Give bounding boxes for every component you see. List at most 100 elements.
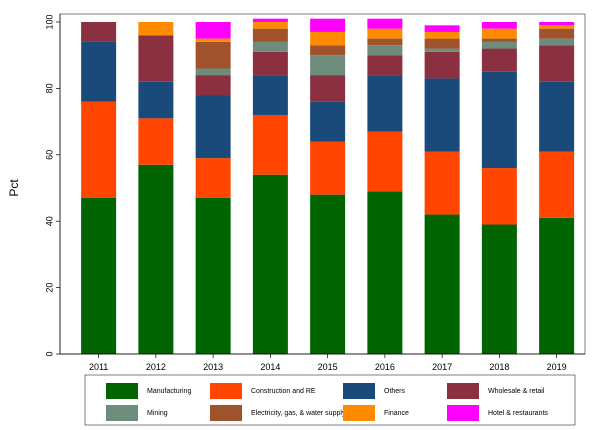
bar-segment [424,38,460,49]
legend-label: Hotel & restaurants [488,410,548,417]
bar-segment [367,75,403,132]
legend-swatch [106,405,138,421]
y-axis-title: Pct [7,179,21,197]
bar-segment [539,22,575,26]
bar-segment [424,31,460,39]
bar-segment [481,71,517,169]
bar-segment [81,101,117,198]
bar-segment [252,114,288,175]
bar-segment [424,214,460,354]
y-tick-label: 60 [44,150,54,160]
legend-label: Manufacturing [147,388,191,395]
bar-segment [424,51,460,79]
bar-segment [252,75,288,115]
bar-segment [424,151,460,215]
x-tick-label: 2016 [375,362,395,372]
bar-segment [539,38,575,46]
legend-swatch [106,383,138,399]
bar-segment [539,25,575,29]
legend-swatch [343,405,375,421]
bar-segment [539,151,575,218]
bar-segment [81,197,117,354]
y-tick-label: 0 [44,351,54,356]
bar-segment [138,35,174,82]
bar-segment [252,41,288,52]
bar-segment [481,28,517,39]
bar-segment [252,22,288,29]
bar-segment [481,22,517,29]
bar-segment [424,48,460,52]
legend-swatch [447,405,479,421]
x-tick-label: 2019 [547,362,567,372]
bar-segment [424,78,460,152]
x-tick-label: 2014 [260,362,280,372]
x-axis: 2011 2012 2013 2014 2015 2016 2017 2018 2019 [60,353,585,372]
bar-segment [252,18,288,22]
y-tick-label: 40 [44,216,54,226]
x-tick-label: 2015 [318,362,338,372]
bar-segment [310,45,346,56]
bar-segment [138,164,174,354]
y-axis: 0 20 40 60 80 100 [44,14,61,357]
bar-segment [367,38,403,46]
x-tick-label: 2017 [432,362,452,372]
legend: Manufacturing Construction and RE Others Wh… [84,374,576,426]
bars-group [81,18,575,354]
bar-segment [195,41,231,69]
bar-segment [310,55,346,76]
bar-segment [367,18,403,29]
legend-box [84,374,576,426]
bar-segment [481,224,517,354]
legend-swatch [210,405,242,421]
legend-label: Finance [384,410,409,417]
bar-segment [539,81,575,152]
bar-segment [252,174,288,354]
legend-label: Others [384,388,406,395]
bar-segment [367,45,403,56]
legend-label: Wholesale & retail [488,388,545,395]
bar-segment [481,38,517,42]
bar-segment [195,22,231,39]
legend-swatch [343,383,375,399]
y-tick-label: 80 [44,83,54,93]
y-tick-label: 100 [44,14,54,29]
bar-segment [367,131,403,192]
bar-segment [195,197,231,354]
bar-segment [424,25,460,32]
bar-segment [195,158,231,198]
bar-segment [252,28,288,42]
y-tick-label: 20 [44,283,54,293]
bar-segment [367,191,403,354]
x-tick-label: 2018 [489,362,509,372]
bar-segment [138,22,174,36]
bar-segment [310,141,346,195]
bar-segment [367,28,403,39]
legend-label: Construction and RE [251,388,316,395]
legend-label: Electricity, gas, & water supply [251,410,346,417]
bar-segment [252,51,288,76]
bar-segment [310,101,346,142]
bar-segment [481,41,517,49]
bar-segment [367,55,403,76]
bar-segment [195,38,231,42]
bar-segment [81,22,117,42]
bar-segment [310,31,346,46]
bar-segment [195,95,231,159]
bar-segment [539,28,575,39]
bar-segment [310,194,346,354]
bar-segment [310,75,346,102]
legend-swatch [210,383,242,399]
bar-segment [195,68,231,76]
bar-segment [81,41,117,102]
bar-segment [539,217,575,354]
legend-swatch [447,383,479,399]
bar-segment [481,168,517,225]
bar-segment [138,118,174,165]
bar-segment [481,48,517,72]
bar-segment [539,45,575,82]
x-tick-label: 2013 [203,362,223,372]
bar-segment [138,81,174,119]
legend-label: Mining [147,410,168,417]
x-tick-label: 2011 [89,362,108,372]
